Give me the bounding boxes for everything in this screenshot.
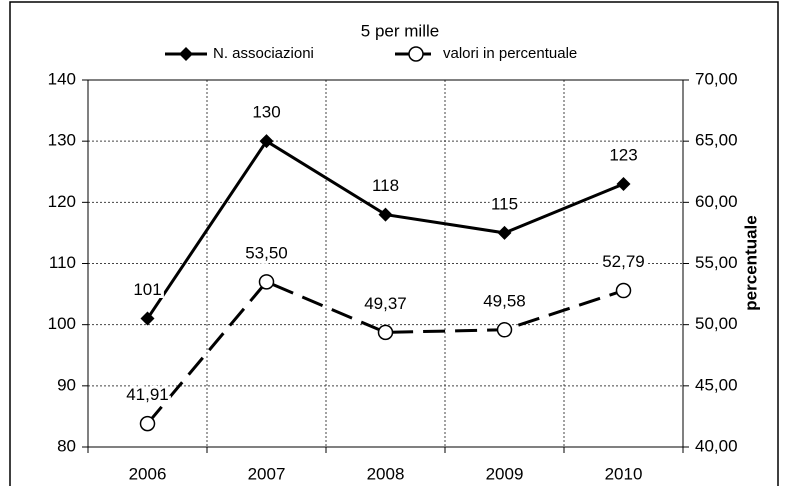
data-label: 130 — [252, 103, 280, 122]
y-tick-label: 130 — [48, 131, 76, 150]
y2-tick-label: 40,00 — [695, 436, 738, 455]
x-tick-label: 2008 — [367, 464, 405, 483]
data-label: 123 — [609, 145, 637, 164]
y2-axis-label: percentuale — [741, 215, 760, 310]
point-marker — [408, 46, 424, 62]
y2-tick-label: 50,00 — [695, 314, 738, 333]
data-label: 52,79 — [602, 252, 645, 271]
point-marker — [615, 282, 632, 299]
data-label: 101 — [133, 280, 161, 299]
legend-label: valori in percentuale — [443, 45, 577, 62]
x-tick-label: 2006 — [129, 464, 167, 483]
x-tick-label: 2010 — [605, 464, 643, 483]
data-label: 41,91 — [126, 385, 169, 404]
legend-label: N. associazioni — [213, 45, 314, 62]
point-marker — [378, 207, 393, 222]
point-marker — [140, 311, 155, 326]
y2-tick-label: 60,00 — [695, 192, 738, 211]
plot-border — [87, 79, 684, 448]
point-marker — [259, 134, 274, 149]
y-tick-label: 120 — [48, 192, 76, 211]
y2-tick-label: 55,00 — [695, 253, 738, 272]
data-label: 49,58 — [483, 291, 526, 310]
y-tick-label: 110 — [49, 253, 76, 272]
data-label: 115 — [491, 194, 518, 213]
data-label: 53,50 — [245, 243, 288, 262]
y-tick-label: 140 — [48, 69, 76, 88]
data-label: 49,37 — [364, 294, 407, 313]
frame — [9, 1, 779, 486]
point-marker — [139, 415, 156, 432]
x-tick-label: 2009 — [486, 464, 524, 483]
y-tick-label: 90 — [57, 375, 76, 394]
chart-title: 5 per mille — [361, 21, 439, 40]
y-tick-label: 80 — [57, 436, 76, 455]
point-marker — [496, 322, 513, 338]
y2-tick-label: 65,00 — [695, 131, 738, 150]
point-marker — [616, 176, 631, 191]
point-marker — [497, 225, 512, 240]
point-marker — [377, 324, 394, 341]
data-label: 118 — [372, 176, 399, 195]
y2-tick-label: 70,00 — [695, 69, 738, 88]
series-line — [146, 139, 625, 320]
x-tick-label: 2007 — [248, 464, 286, 483]
point-marker — [258, 274, 275, 290]
y2-tick-label: 45,00 — [695, 375, 738, 394]
point-marker — [179, 47, 193, 61]
y-tick-label: 100 — [48, 314, 76, 333]
